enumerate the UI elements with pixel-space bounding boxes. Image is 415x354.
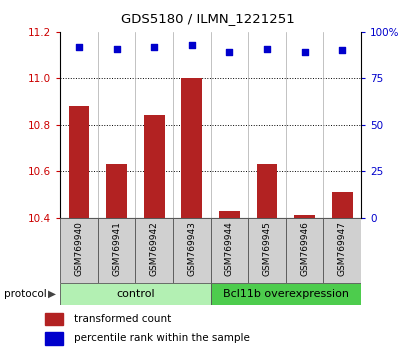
Bar [45, 332, 63, 344]
Bar [173, 218, 210, 283]
Text: ▶: ▶ [48, 289, 56, 299]
Text: transformed count: transformed count [74, 314, 171, 324]
Point [113, 46, 120, 51]
Point [339, 47, 346, 53]
Bar [135, 218, 173, 283]
Bar [248, 218, 286, 283]
Text: GSM769944: GSM769944 [225, 221, 234, 276]
Text: Bcl11b overexpression: Bcl11b overexpression [223, 289, 349, 299]
Text: GSM769943: GSM769943 [187, 221, 196, 276]
Text: control: control [116, 289, 155, 299]
Bar [323, 218, 361, 283]
Bar [98, 218, 135, 283]
Bar [45, 313, 63, 325]
Text: GSM769941: GSM769941 [112, 221, 121, 276]
Point [264, 46, 270, 51]
Bar [219, 211, 240, 218]
Bar [60, 218, 98, 283]
Bar [106, 164, 127, 218]
Bar [211, 283, 361, 305]
Bar [332, 192, 353, 218]
Text: protocol: protocol [4, 289, 47, 299]
Bar [286, 218, 323, 283]
Text: GSM769947: GSM769947 [338, 221, 347, 276]
Point [301, 50, 308, 55]
Point [151, 44, 158, 50]
Text: GSM769946: GSM769946 [300, 221, 309, 276]
Point [76, 44, 82, 50]
Bar [211, 218, 248, 283]
Bar [60, 283, 211, 305]
Text: GSM769942: GSM769942 [150, 221, 159, 276]
Point [226, 50, 233, 55]
Bar [181, 78, 202, 218]
Bar [144, 115, 164, 218]
Bar [257, 164, 277, 218]
Text: GSM769945: GSM769945 [263, 221, 271, 276]
Bar [68, 106, 89, 218]
Point [188, 42, 195, 48]
Text: GDS5180 / ILMN_1221251: GDS5180 / ILMN_1221251 [121, 12, 294, 25]
Text: percentile rank within the sample: percentile rank within the sample [74, 333, 250, 343]
Bar [294, 215, 315, 218]
Text: GSM769940: GSM769940 [74, 221, 83, 276]
